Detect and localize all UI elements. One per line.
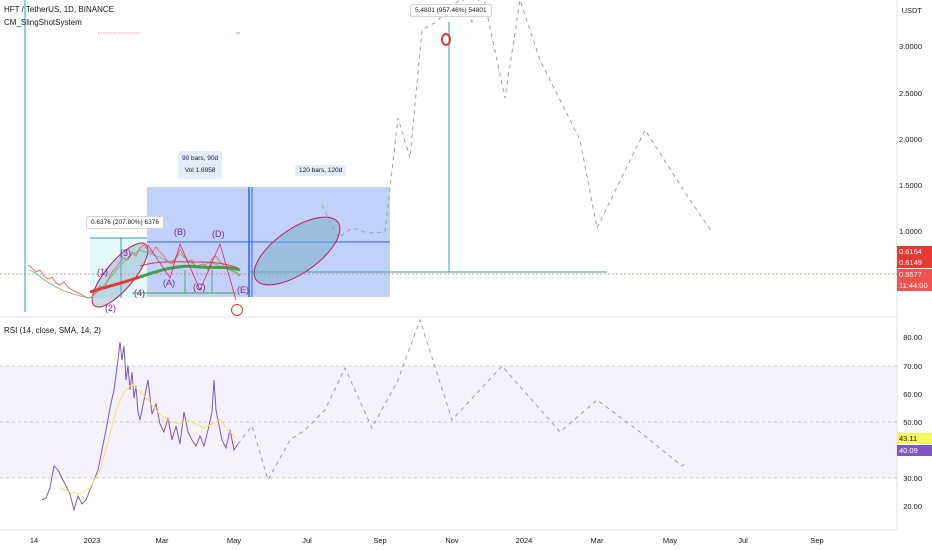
- indicator-title[interactable]: CM_SlingShotSystem: [4, 18, 82, 27]
- rsi-title[interactable]: RSI (14, close, SMA, 14, 2): [4, 326, 101, 335]
- time-axis-label: Jul: [302, 536, 312, 545]
- time-axis-label: Sep: [810, 536, 824, 545]
- wave-label-d[interactable]: (D): [212, 229, 225, 239]
- rsi-axis-label: 70.00: [903, 362, 922, 371]
- price-tag-high: 0.6164: [897, 246, 932, 257]
- measure-label-top[interactable]: 5.4801 (957.46%) 54801: [410, 4, 492, 17]
- price-tag-mid: 0.6149: [897, 257, 932, 268]
- sling-ma-red[interactable]: [89, 275, 141, 294]
- time-axis-label: 2023: [83, 536, 101, 545]
- price-axis-label: 1.5000: [899, 181, 922, 190]
- time-axis-label: 14: [29, 536, 39, 545]
- time-axis-label: Nov: [445, 536, 459, 545]
- projection-dashed-main[interactable]: [321, 0, 713, 239]
- date-range-label-2[interactable]: 120 bars, 120d: [295, 165, 347, 176]
- wave-label-2[interactable]: (2): [105, 303, 116, 313]
- time-axis-label: 2024: [515, 536, 533, 545]
- measure-label-left[interactable]: 0.6376 (207.80%) 6376: [86, 216, 164, 229]
- wave-label-b[interactable]: (B): [174, 227, 186, 237]
- wave-label-4[interactable]: (4): [134, 288, 145, 298]
- rsi-sma-line: [59, 383, 237, 495]
- time-axis-label: Mar: [155, 536, 169, 545]
- price-axis-label: 3.0000: [899, 42, 922, 51]
- price-tag-countdown: 11:44:00: [897, 280, 932, 291]
- wave-label-e[interactable]: (E): [237, 285, 249, 295]
- rsi-line[interactable]: [41, 341, 239, 512]
- rsi-axis-label: 80.00: [903, 333, 922, 342]
- date-range-volume: Vol 1.6958: [184, 167, 216, 174]
- time-axis-label: May: [662, 536, 678, 545]
- wave-label-a[interactable]: (A): [163, 278, 175, 288]
- sling-ma-red-thin: [139, 261, 239, 269]
- time-axis-label: Mar: [590, 536, 604, 545]
- rsi-value-tag: 40.09: [897, 445, 932, 456]
- rsi-axis-label: 60.00: [903, 390, 922, 399]
- rsi-axis-label: 30.00: [903, 474, 922, 483]
- price-axis-currency: USDT: [901, 6, 922, 15]
- wave-label-c[interactable]: (C): [193, 282, 206, 292]
- event-flag-icon[interactable]: [231, 304, 243, 316]
- wave-label-1[interactable]: (1): [97, 267, 108, 277]
- date-range-label-1[interactable]: 90 bars, 90d Vol 1.6958: [178, 151, 223, 179]
- time-axis-label: May: [226, 536, 242, 545]
- price-tag-current: 0.5577: [897, 269, 932, 280]
- ellipse-projection[interactable]: [243, 204, 350, 297]
- sling-ma-green[interactable]: [139, 264, 241, 279]
- rsi-sma-tag: 43.11: [897, 433, 932, 444]
- rsi-projection-dashed[interactable]: [237, 318, 689, 482]
- wave-lines: [147, 242, 237, 301]
- time-axis-label: Jul: [738, 536, 748, 545]
- price-axis-label: 1.0000: [899, 227, 922, 236]
- wave-label-3[interactable]: (3): [120, 248, 131, 258]
- date-range-bars: 90 bars, 90d: [182, 155, 219, 162]
- rsi-band: [0, 366, 897, 478]
- time-axis-label: Sep: [373, 536, 387, 545]
- ellipse-wave-1[interactable]: [84, 235, 157, 314]
- rsi-axis-label: 20.00: [903, 502, 922, 511]
- symbol-title[interactable]: HFT / TetherUS, 1D, BINANCE: [4, 5, 114, 14]
- rsi-axis-label: 50.00: [903, 418, 922, 427]
- ellipse-marker-icon[interactable]: [441, 33, 451, 46]
- price-axis-label: 2.5000: [899, 89, 922, 98]
- price-axis-label: 2.0000: [899, 135, 922, 144]
